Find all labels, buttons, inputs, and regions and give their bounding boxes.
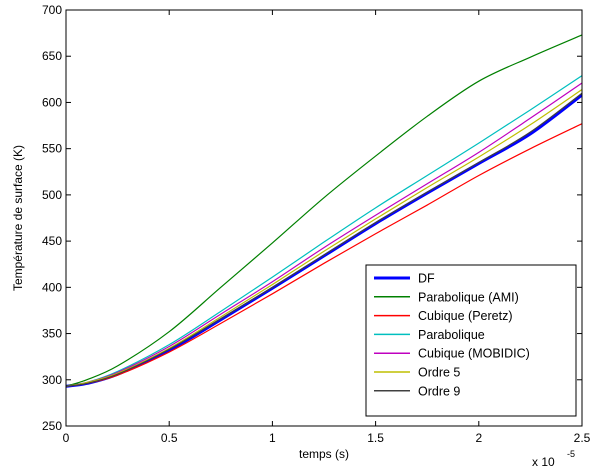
y-tick-label: 350 <box>42 327 62 341</box>
legend-label: Cubique (MOBIDIC) <box>418 347 530 361</box>
y-tick-label: 700 <box>42 3 62 17</box>
legend-entries: DF Parabolique (AMI) Cubique (Peretz) Parab… <box>374 272 530 398</box>
y-tick-label: 500 <box>42 188 62 202</box>
x-tick-label: 0.5 <box>161 431 178 445</box>
legend: DF Parabolique (AMI) Cubique (Peretz) Parab… <box>365 264 577 417</box>
y-tick-label: 600 <box>42 95 62 109</box>
series-group <box>66 34 582 388</box>
y-tick-label: 400 <box>42 280 62 294</box>
legend-label: Ordre 9 <box>418 384 460 398</box>
x-axis-multiplier: x 10 -5 <box>532 449 575 469</box>
series-line-cubique-peretz <box>66 123 582 387</box>
plot-frame <box>65 9 583 427</box>
x-tick-label: 2.5 <box>574 431 591 445</box>
legend-label: Parabolique (AMI) <box>418 290 519 304</box>
x-tick-label: 0 <box>63 431 70 445</box>
x-axis-label: temps (s) <box>299 447 349 461</box>
series-line-cubique-mobidic <box>66 82 582 387</box>
x-tick-label: 2 <box>475 431 482 445</box>
y-tick-label: 650 <box>42 49 62 63</box>
x-axis-ticks: 0 0.5 1 1.5 2 2.5 <box>63 10 591 445</box>
x-multiplier-base: x 10 <box>532 455 555 469</box>
legend-label: Cubique (Peretz) <box>418 309 513 323</box>
y-axis-label: Température de surface (K) <box>11 145 25 291</box>
y-tick-label: 300 <box>42 373 62 387</box>
series-line-ordre-5 <box>66 89 582 387</box>
legend-label: Parabolique <box>418 328 485 342</box>
y-tick-label: 450 <box>42 234 62 248</box>
x-multiplier-exponent: -5 <box>567 449 575 459</box>
x-tick-label: 1 <box>269 431 276 445</box>
series-line-ordre-9 <box>66 92 582 387</box>
y-tick-label: 250 <box>42 419 62 433</box>
y-axis-ticks: 250 300 350 400 450 500 550 600 650 700 <box>42 3 582 433</box>
series-line-parabolique-ami <box>66 34 582 387</box>
legend-label: Ordre 5 <box>418 366 460 380</box>
y-tick-label: 550 <box>42 142 62 156</box>
x-tick-label: 1.5 <box>367 431 384 445</box>
legend-label: DF <box>418 272 435 286</box>
series-line-parabolique <box>66 75 582 387</box>
